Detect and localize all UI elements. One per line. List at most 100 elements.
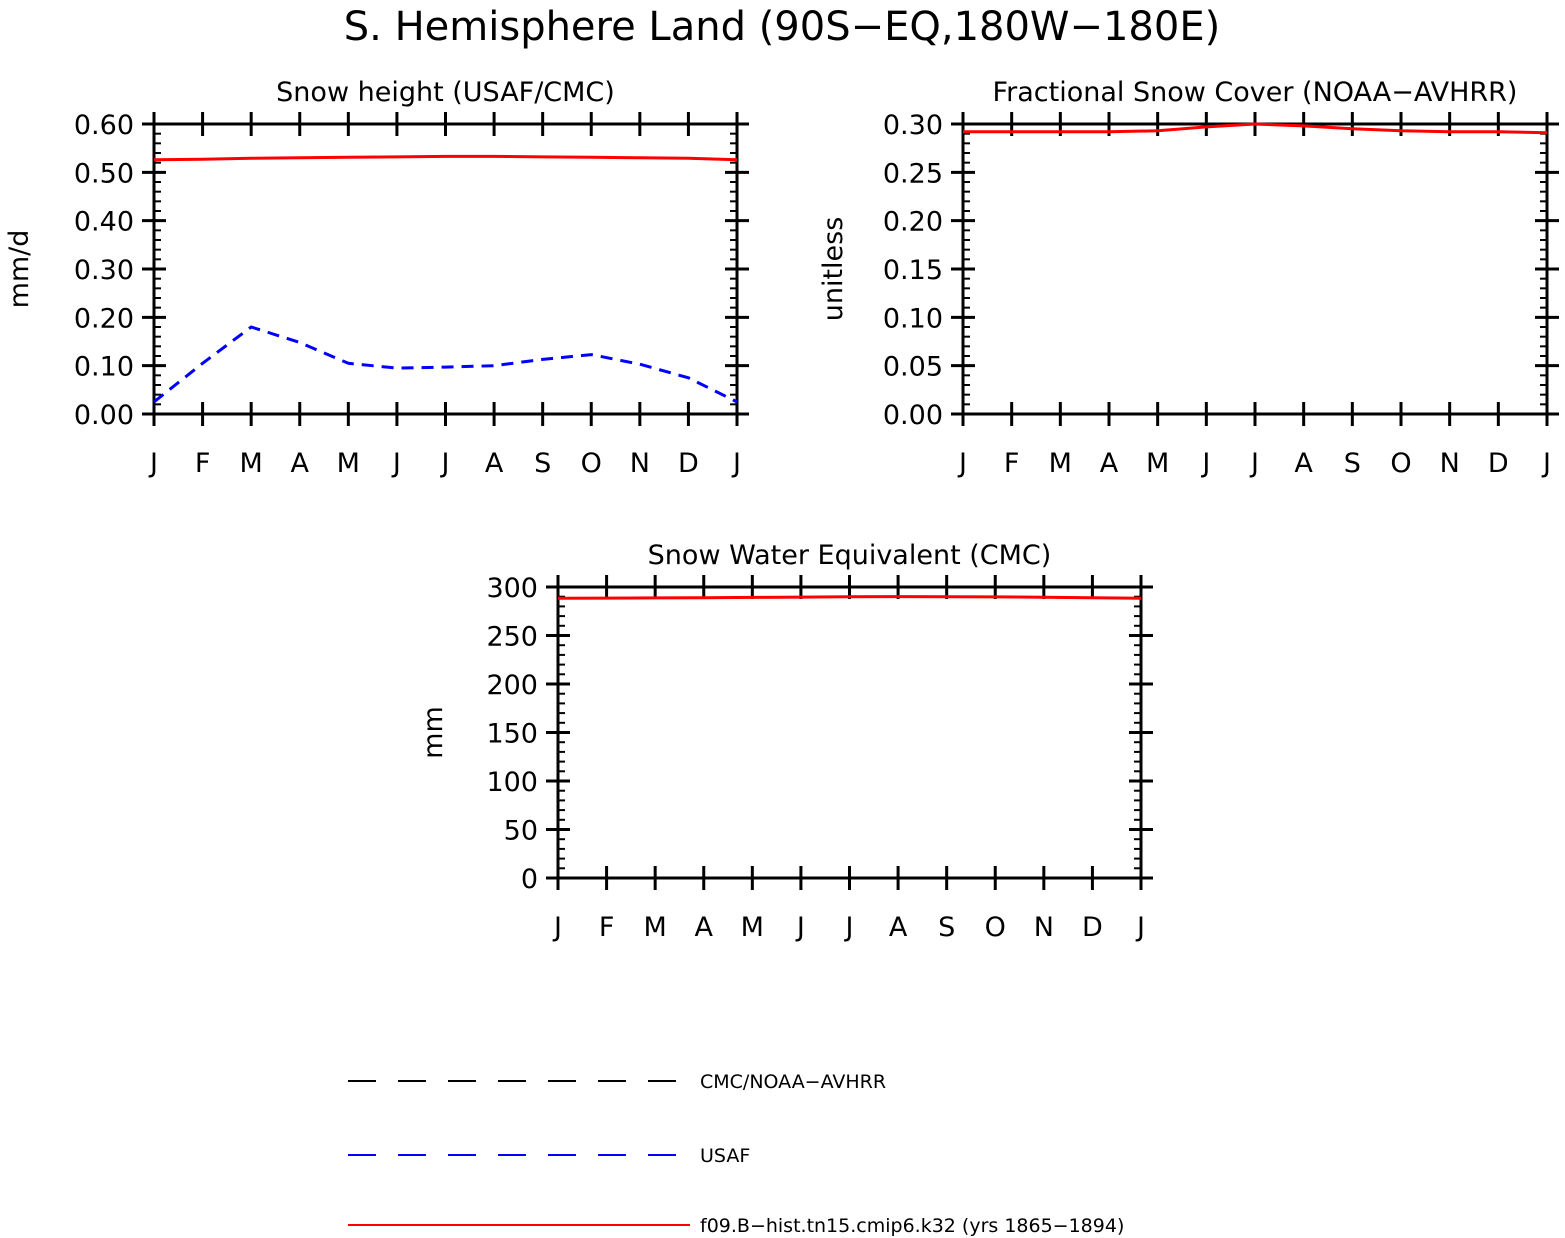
x-tick-label: S xyxy=(1344,448,1361,479)
x-tick-label: F xyxy=(599,912,615,943)
data-point xyxy=(153,413,156,416)
y-tick-label: 0.25 xyxy=(883,158,943,189)
data-point xyxy=(736,400,739,403)
y-tick-label: 0.10 xyxy=(883,303,943,334)
legend-item: USAF xyxy=(348,1145,750,1167)
data-point xyxy=(638,413,641,416)
y-tick-label: 0.05 xyxy=(883,352,943,383)
y-tick-label: 0.30 xyxy=(883,110,943,141)
data-point xyxy=(493,413,496,416)
x-tick-label: J xyxy=(731,448,741,479)
data-point xyxy=(250,157,253,160)
data-point xyxy=(347,362,350,365)
data-point xyxy=(298,341,301,344)
data-point xyxy=(848,877,851,880)
x-tick-label: O xyxy=(1390,448,1411,479)
data-point xyxy=(1400,129,1403,132)
data-point xyxy=(1254,413,1257,416)
data-point xyxy=(945,595,948,598)
data-point xyxy=(250,326,253,329)
data-point xyxy=(994,595,997,598)
data-point xyxy=(1108,130,1111,133)
data-point xyxy=(1448,413,1451,416)
chart-panel: Snow Water Equivalent (CMC) mm 0 50 100 150 20… xyxy=(418,540,1153,943)
data-point xyxy=(1546,131,1549,134)
data-point xyxy=(590,413,593,416)
data-point xyxy=(702,877,705,880)
x-tick-label: A xyxy=(1100,448,1119,479)
x-tick-label: J xyxy=(1249,448,1259,479)
data-point xyxy=(1010,130,1013,133)
data-point xyxy=(590,353,593,356)
x-tick-label: A xyxy=(485,448,504,479)
y-tick-label: 0.40 xyxy=(74,207,134,238)
data-point xyxy=(1205,413,1208,416)
data-point xyxy=(945,877,948,880)
data-point xyxy=(444,155,447,158)
x-tick-label: J xyxy=(1135,912,1145,943)
data-point xyxy=(702,596,705,599)
data-point xyxy=(736,158,739,161)
y-tick-label: 0.20 xyxy=(883,207,943,238)
y-axis-label: mm xyxy=(418,706,449,759)
data-point xyxy=(605,597,608,600)
data-point xyxy=(250,413,253,416)
data-point xyxy=(962,130,965,133)
data-point xyxy=(1042,596,1045,599)
data-point xyxy=(493,155,496,158)
y-tick-label: 200 xyxy=(486,670,538,701)
y-tick-label: 0.30 xyxy=(74,255,134,286)
data-point xyxy=(1497,130,1500,133)
data-point xyxy=(201,158,204,161)
data-point xyxy=(493,364,496,367)
data-point xyxy=(1156,413,1159,416)
data-point xyxy=(1351,413,1354,416)
data-point xyxy=(541,358,544,361)
data-point xyxy=(1091,877,1094,880)
x-tick-label: J xyxy=(1541,448,1551,479)
data-point xyxy=(962,413,965,416)
x-tick-label: O xyxy=(581,448,602,479)
data-point xyxy=(897,595,900,598)
data-point xyxy=(541,155,544,158)
data-point xyxy=(1108,413,1111,416)
data-point xyxy=(654,877,657,880)
data-point xyxy=(1059,413,1062,416)
x-tick-label: D xyxy=(678,448,699,479)
x-tick-label: J xyxy=(391,448,401,479)
data-point xyxy=(1205,125,1208,128)
data-point xyxy=(1059,130,1062,133)
y-tick-label: 300 xyxy=(486,573,538,604)
chart-panel: Fractional Snow Cover (NOAA−AVHRR) unitle… xyxy=(818,77,1559,479)
legend-label: USAF xyxy=(700,1145,750,1167)
data-point xyxy=(1448,130,1451,133)
data-point xyxy=(605,877,608,880)
data-point xyxy=(298,156,301,159)
data-point xyxy=(347,156,350,159)
x-tick-label: M xyxy=(240,448,263,479)
x-tick-label: O xyxy=(985,912,1006,943)
data-point xyxy=(395,413,398,416)
y-tick-label: 0.60 xyxy=(74,110,134,141)
data-point xyxy=(848,595,851,598)
x-tick-label: A xyxy=(291,448,310,479)
x-tick-label: F xyxy=(1004,448,1020,479)
data-point xyxy=(444,413,447,416)
y-tick-label: 150 xyxy=(486,719,538,750)
y-tick-label: 50 xyxy=(504,816,538,847)
x-tick-label: F xyxy=(195,448,211,479)
data-point xyxy=(1497,413,1500,416)
data-point xyxy=(1546,413,1549,416)
y-tick-label: 0.15 xyxy=(883,255,943,286)
x-tick-label: J xyxy=(957,448,967,479)
figure-title: S. Hemisphere Land (90S−EQ,180W−180E) xyxy=(344,4,1220,50)
data-point xyxy=(638,363,641,366)
series-line xyxy=(153,325,738,404)
data-point xyxy=(654,596,657,599)
x-tick-label: M xyxy=(337,448,360,479)
y-tick-label: 0.20 xyxy=(74,303,134,334)
y-tick-label: 0.00 xyxy=(883,400,943,431)
series-line xyxy=(153,154,738,162)
x-tick-label: D xyxy=(1082,912,1103,943)
data-point xyxy=(638,156,641,159)
